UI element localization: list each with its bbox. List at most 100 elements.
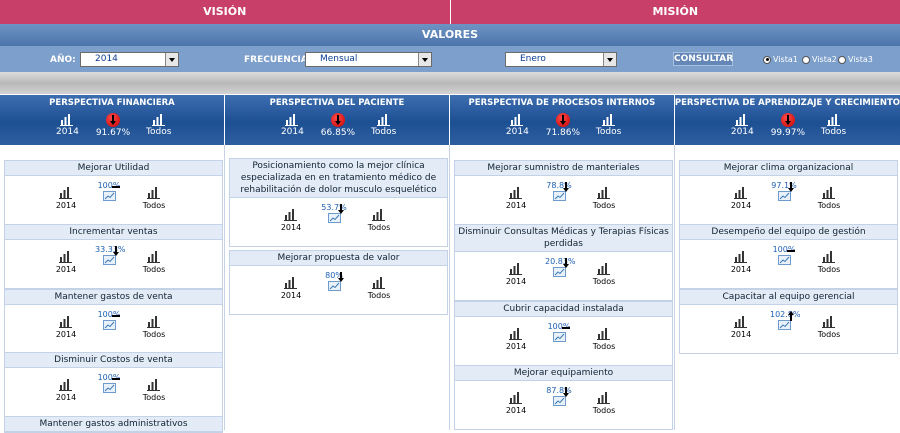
objective-year-chart[interactable]: 2014: [280, 208, 302, 232]
objective-year-chart[interactable]: 2014: [55, 186, 77, 210]
objective-title: Mejorar equipamiento: [455, 366, 672, 381]
objective-todos-chart[interactable]: Todos: [589, 262, 619, 286]
trend-chart-icon[interactable]: [95, 383, 123, 393]
objective-todos-chart[interactable]: Todos: [139, 315, 169, 339]
perspective-aprendizaje[interactable]: PERSPECTIVA DE APRENDIZAJE Y CRECIMIENTO…: [675, 95, 900, 145]
vista3-radio[interactable]: Vista3: [838, 55, 873, 64]
perspective-year-chart[interactable]: 2014: [731, 113, 754, 137]
objective-todos-chart[interactable]: Todos: [814, 315, 844, 339]
perspective-year-chart[interactable]: 2014: [56, 113, 79, 137]
valores-tab[interactable]: VALORES: [0, 24, 900, 46]
trend-chart-icon[interactable]: [545, 396, 573, 406]
perspective-procesos[interactable]: PERSPECTIVA DE PROCESOS INTERNOS 2014 71…: [450, 95, 675, 145]
red-down-arrow-icon: [106, 113, 120, 127]
objective-card[interactable]: Posicionamiento como la mejor clínica es…: [229, 158, 448, 247]
vista1-radio[interactable]: Vista1: [763, 55, 798, 64]
perspective-financiera[interactable]: PERSPECTIVA FINANCIERA 2014 91.67% Todos: [0, 95, 225, 145]
trend-chart-icon[interactable]: [545, 332, 573, 342]
objective-year-chart[interactable]: 2014: [730, 315, 752, 339]
perspective-todos-chart[interactable]: Todos: [371, 113, 396, 137]
objective-year-chart[interactable]: 2014: [55, 250, 77, 274]
objective-title: Desempeño del equipo de gestión: [680, 225, 897, 240]
objective-year-chart[interactable]: 2014: [505, 262, 527, 286]
objective-todos-chart[interactable]: Todos: [139, 250, 169, 274]
trend-chart-icon[interactable]: [95, 320, 123, 330]
perspective-todos-chart[interactable]: Todos: [821, 113, 846, 137]
trend-chart-icon[interactable]: [95, 191, 123, 201]
trend-chart-icon[interactable]: [770, 320, 798, 330]
bar-chart-icon: [734, 321, 748, 330]
trend-chart-icon[interactable]: [320, 281, 348, 291]
perspective-year-chart[interactable]: 2014: [281, 113, 304, 137]
objective-status: 97.1%: [770, 180, 798, 201]
objective-card[interactable]: Mantener gastos administrativos: [4, 416, 223, 433]
objective-todos-chart[interactable]: Todos: [589, 327, 619, 351]
trend-chart-icon[interactable]: [320, 213, 348, 223]
objective-year: 2014: [280, 291, 302, 300]
objective-todos-chart[interactable]: Todos: [364, 208, 394, 232]
objective-todos-chart[interactable]: Todos: [814, 186, 844, 210]
bar-chart-icon: [284, 282, 298, 291]
trend-chart-icon[interactable]: [545, 191, 573, 201]
objective-year-chart[interactable]: 2014: [505, 186, 527, 210]
objective-todos: Todos: [589, 277, 619, 286]
objective-year-chart[interactable]: 2014: [730, 250, 752, 274]
objective-year-chart[interactable]: 2014: [55, 378, 77, 402]
objective-todos-chart[interactable]: Todos: [364, 276, 394, 300]
objective-year-chart[interactable]: 2014: [730, 186, 752, 210]
objective-todos-chart[interactable]: Todos: [139, 378, 169, 402]
top-header: VISIÓN MISIÓN: [0, 0, 900, 24]
perspective-value: 91.67%: [95, 128, 131, 138]
perspective-year-chart[interactable]: 2014: [506, 113, 529, 137]
trend-chart-icon[interactable]: [95, 255, 123, 265]
objective-year-chart[interactable]: 2014: [55, 315, 77, 339]
objective-todos-chart[interactable]: Todos: [589, 391, 619, 415]
objective-year: 2014: [505, 342, 527, 351]
consultar-button[interactable]: CONSULTAR: [673, 52, 733, 66]
objective-card[interactable]: Disminuir Consultas Médicas y Terapias F…: [454, 224, 673, 301]
objective-year-chart[interactable]: 2014: [505, 391, 527, 415]
perspective-paciente[interactable]: PERSPECTIVA DEL PACIENTE 2014 66.85% Tod…: [225, 95, 450, 145]
objective-year-chart[interactable]: 2014: [505, 327, 527, 351]
objective-todos-chart[interactable]: Todos: [814, 250, 844, 274]
objective-title: Posicionamiento como la mejor clínica es…: [230, 159, 447, 198]
anio-select[interactable]: 2014: [80, 52, 179, 67]
trend-chart-icon[interactable]: [545, 267, 573, 277]
objective-year: 2014: [55, 393, 77, 402]
perspective-status: 99.97%: [770, 113, 806, 138]
frecuencia-select[interactable]: Mensual: [305, 52, 432, 67]
column-divider: [674, 145, 675, 430]
objective-todos-chart[interactable]: Todos: [139, 186, 169, 210]
mision-tab[interactable]: MISIÓN: [451, 0, 900, 24]
perspective-todos-chart[interactable]: Todos: [596, 113, 621, 137]
perspective-year: 2014: [56, 127, 79, 137]
chevron-down-icon: [165, 53, 178, 66]
bar-chart-icon: [822, 321, 836, 330]
objective-year-chart[interactable]: 2014: [280, 276, 302, 300]
perspective-todos-chart[interactable]: Todos: [146, 113, 171, 137]
red-down-arrow-icon: [781, 113, 795, 127]
vista2-radio[interactable]: Vista2: [802, 55, 837, 64]
bar-chart-icon: [509, 397, 523, 406]
vision-tab[interactable]: VISIÓN: [0, 0, 451, 24]
trend-chart-icon[interactable]: [770, 191, 798, 201]
objective-title: Capacitar al equipo gerencial: [680, 290, 897, 305]
red-down-arrow-icon: [556, 113, 570, 127]
trend-chart-icon[interactable]: [770, 255, 798, 265]
objective-year: 2014: [55, 201, 77, 210]
mes-select[interactable]: Enero: [505, 52, 617, 67]
objective-todos-chart[interactable]: Todos: [589, 186, 619, 210]
anio-label: AÑO:: [50, 55, 76, 65]
objective-status: 100%: [95, 180, 123, 201]
